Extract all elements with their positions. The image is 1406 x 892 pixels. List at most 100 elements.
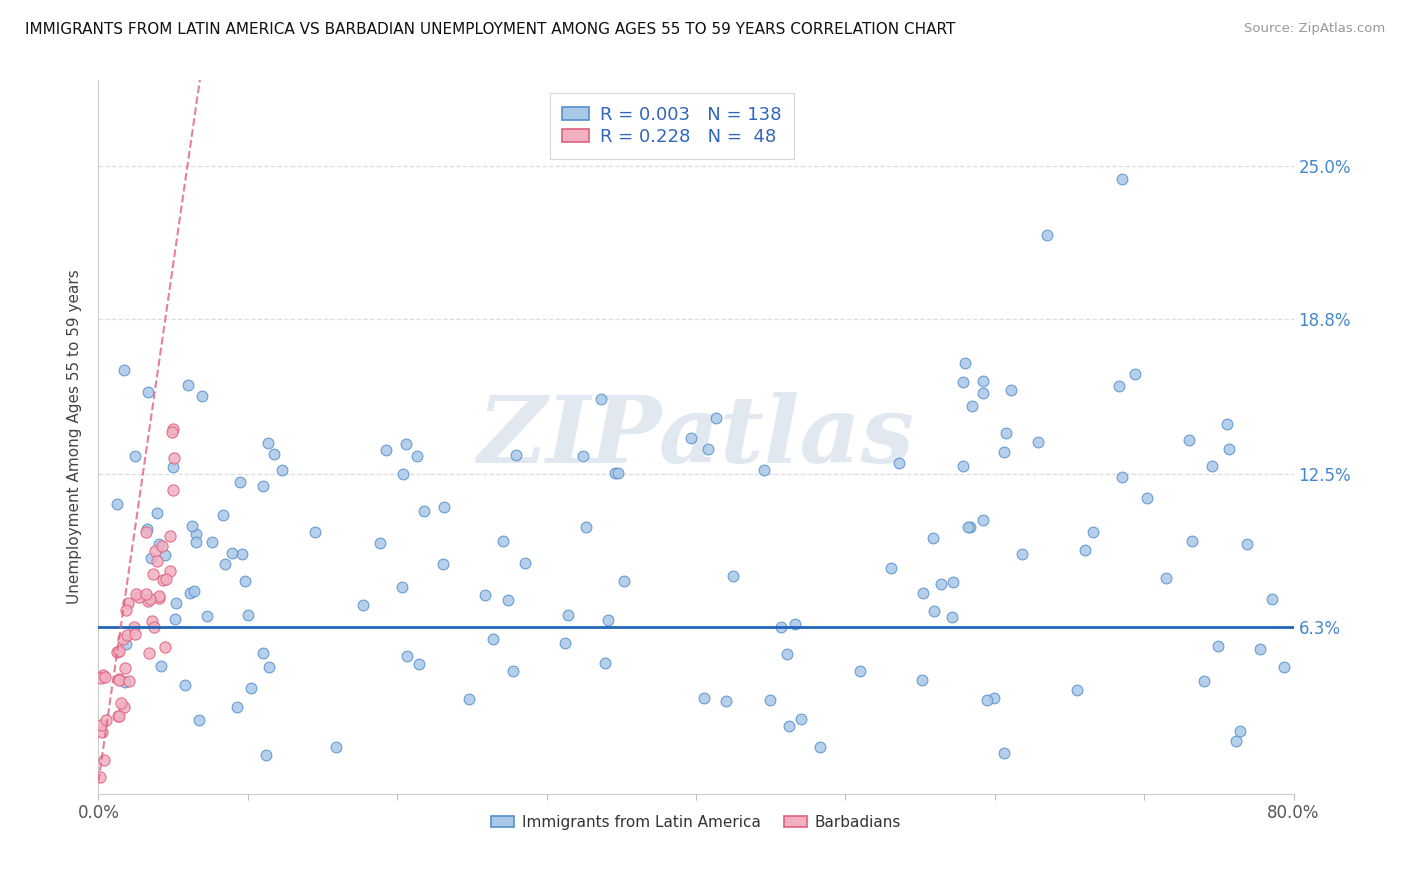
Point — [254, 748, 277, 763]
Point — [197, 609, 219, 624]
Point — [107, 709, 129, 723]
Point — [769, 620, 792, 634]
Point — [143, 543, 166, 558]
Point — [778, 719, 800, 733]
Point — [492, 534, 515, 549]
Point — [554, 636, 576, 650]
Point — [808, 740, 831, 755]
Point — [139, 591, 162, 606]
Point — [238, 607, 260, 622]
Point — [1216, 417, 1239, 431]
Point — [1066, 682, 1088, 697]
Point — [112, 699, 135, 714]
Point — [1036, 228, 1059, 243]
Point — [352, 598, 374, 612]
Point — [138, 385, 160, 400]
Point — [572, 449, 595, 463]
Point — [929, 577, 952, 591]
Point — [972, 513, 994, 527]
Point — [259, 660, 281, 674]
Point — [162, 459, 184, 474]
Point — [1218, 442, 1240, 456]
Point — [575, 519, 598, 533]
Point — [391, 467, 413, 482]
Point — [1081, 524, 1104, 539]
Point — [184, 527, 207, 541]
Point — [165, 596, 187, 610]
Point — [143, 620, 166, 634]
Point — [589, 392, 612, 406]
Point — [1201, 458, 1223, 473]
Point — [112, 363, 135, 377]
Point — [1192, 673, 1215, 688]
Point — [692, 690, 714, 705]
Point — [107, 497, 129, 511]
Point — [176, 378, 198, 392]
Point — [141, 550, 163, 565]
Point — [159, 529, 181, 543]
Legend: Immigrants from Latin America, Barbadians: Immigrants from Latin America, Barbadian… — [485, 809, 907, 836]
Point — [1074, 542, 1097, 557]
Point — [124, 620, 146, 634]
Point — [184, 534, 207, 549]
Point — [759, 693, 782, 707]
Point — [136, 594, 159, 608]
Point — [304, 525, 326, 540]
Point — [1236, 536, 1258, 550]
Point — [152, 574, 174, 588]
Point — [1177, 433, 1199, 447]
Point — [413, 504, 436, 518]
Point — [114, 661, 136, 675]
Point — [394, 437, 416, 451]
Point — [924, 604, 946, 618]
Point — [432, 557, 454, 571]
Point — [150, 539, 173, 553]
Point — [124, 449, 146, 463]
Point — [114, 675, 136, 690]
Point — [118, 673, 141, 688]
Point — [607, 466, 630, 480]
Point — [325, 740, 347, 755]
Point — [146, 506, 169, 520]
Point — [148, 591, 170, 605]
Point — [108, 644, 131, 658]
Point — [201, 535, 224, 549]
Point — [880, 561, 903, 575]
Point — [115, 603, 138, 617]
Point — [163, 450, 186, 465]
Point — [972, 374, 994, 388]
Point — [183, 584, 205, 599]
Point — [162, 422, 184, 436]
Point — [1249, 641, 1271, 656]
Point — [91, 668, 114, 682]
Point — [593, 657, 616, 671]
Point — [180, 519, 202, 533]
Point — [94, 713, 117, 727]
Point — [91, 725, 114, 739]
Text: Source: ZipAtlas.com: Source: ZipAtlas.com — [1244, 22, 1385, 36]
Point — [723, 569, 745, 583]
Point — [1181, 534, 1204, 549]
Point — [225, 700, 247, 714]
Point — [155, 640, 177, 654]
Point — [605, 466, 627, 480]
Point — [135, 587, 157, 601]
Point — [108, 672, 131, 686]
Point — [598, 613, 620, 627]
Point — [513, 556, 536, 570]
Point — [697, 442, 720, 456]
Point — [889, 456, 911, 470]
Point — [138, 646, 160, 660]
Point — [408, 657, 430, 671]
Point — [910, 673, 932, 688]
Y-axis label: Unemployment Among Ages 55 to 59 years: Unemployment Among Ages 55 to 59 years — [67, 269, 83, 605]
Point — [221, 546, 243, 560]
Point — [214, 557, 236, 571]
Point — [1111, 470, 1133, 484]
Point — [752, 463, 775, 477]
Point — [474, 587, 496, 601]
Point — [952, 458, 974, 473]
Point — [391, 580, 413, 594]
Point — [396, 649, 419, 664]
Point — [252, 478, 274, 492]
